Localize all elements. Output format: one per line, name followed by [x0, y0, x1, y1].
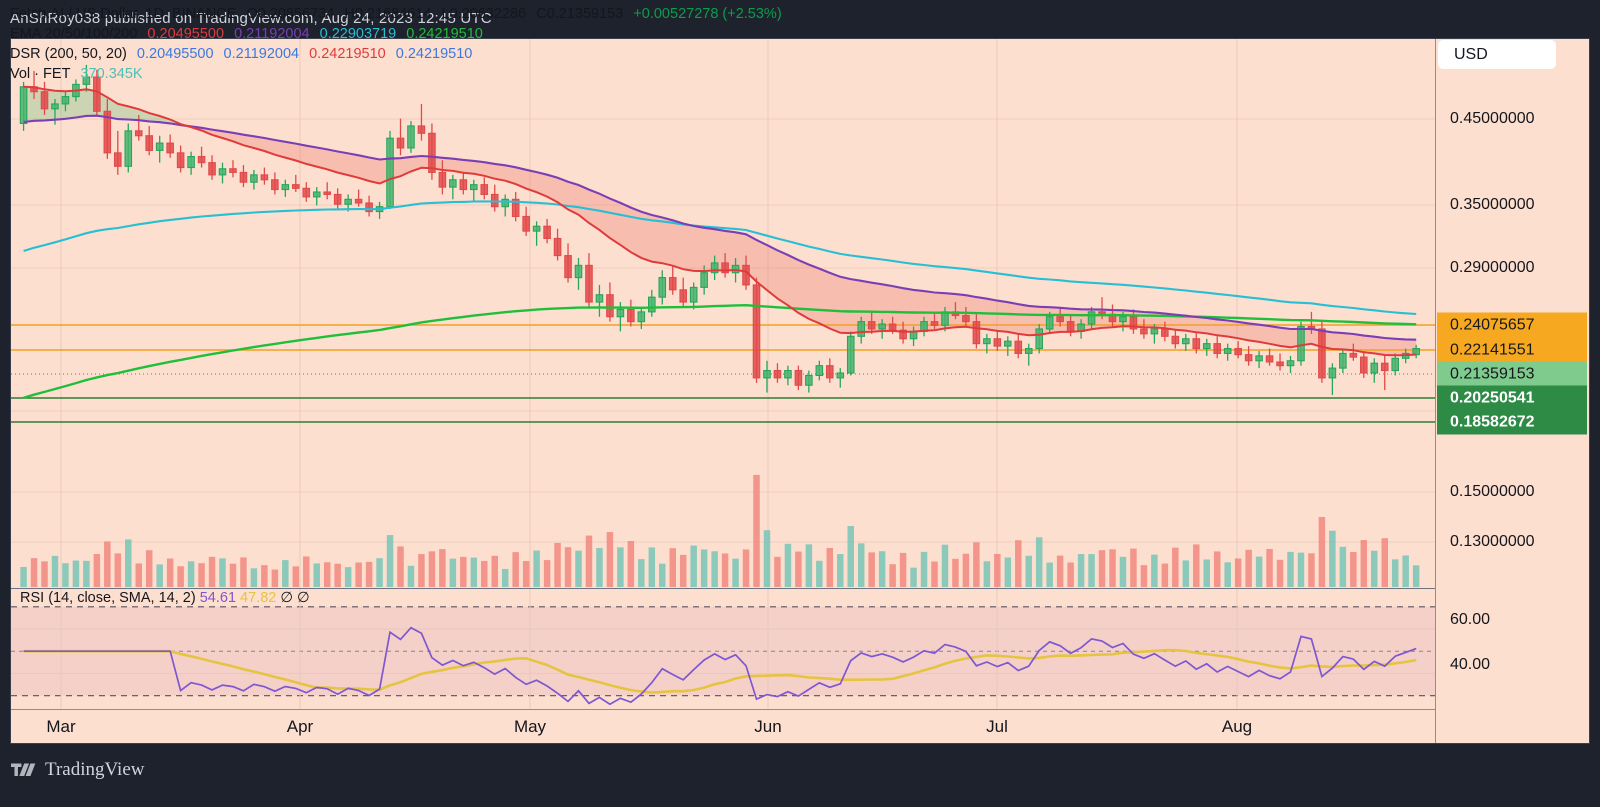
price-axis-tick: 0.45000000 — [1450, 110, 1535, 127]
pane-separator — [11, 588, 1435, 589]
dsr-value-4: 0.24219510 — [395, 46, 473, 62]
rsi-pane[interactable] — [11, 589, 1435, 709]
time-axis-label: Aug — [1221, 717, 1253, 736]
tradingview-logo[interactable]: TradingView — [11, 759, 145, 781]
ohlc-open: O0.20856734 — [246, 6, 335, 22]
volume-value: 370.345K — [80, 66, 143, 82]
volume-legend[interactable]: Vol · FET 370.345K — [10, 66, 149, 82]
tradingview-brand-label: TradingView — [45, 759, 145, 780]
symbol-legend[interactable]: Fetch.AI / US Dollar, 1D, BINANCE O0.208… — [10, 6, 788, 22]
ohlc-high: H0.21684614 — [344, 6, 432, 22]
time-axis-label: Jul — [986, 717, 1008, 736]
ema50-value: 0.21192004 — [234, 26, 310, 42]
ema-legend[interactable]: EMA 20/50/100/200 0.20495500 0.21192004 … — [10, 26, 489, 42]
rsi-legend[interactable]: RSI (14, close, SMA, 14, 2) 54.61 47.82 … — [20, 590, 310, 606]
rsi-axis-tick: 40.00 — [1450, 656, 1491, 673]
time-axis-label: Apr — [286, 717, 314, 736]
price-pane[interactable] — [11, 39, 1435, 588]
currency-unit-button[interactable]: USD — [1438, 40, 1556, 69]
publisher-bar: AnShRoy038 published on TradingView.com,… — [0, 0, 1600, 38]
price-badge[interactable]: 0.24075657 — [1437, 312, 1587, 338]
time-axis-label: Jun — [754, 717, 782, 736]
price-badge[interactable]: 0.21359153 — [1437, 361, 1587, 387]
ema-legend-title: EMA 20/50/100/200 — [10, 26, 138, 42]
symbol-title: Fetch.AI / US Dollar, 1D, BINANCE — [10, 6, 237, 22]
dsr-value-2: 0.21192004 — [223, 46, 300, 62]
rsi-axis-tick: 60.00 — [1450, 611, 1491, 628]
price-axis[interactable]: 0.450000000.350000000.290000000.19000000… — [1435, 39, 1589, 743]
chart-frame: Mar Apr May Jun Jul Aug 0.45000000 0.35000000 0… — [10, 38, 1590, 744]
price-axis-tick: 0.13000000 — [1450, 533, 1535, 550]
ohlc-low: L0.20632286 — [441, 6, 527, 22]
price-axis-tick: 0.15000000 — [1450, 483, 1535, 500]
ohlc-close: C0.21359153 — [536, 6, 624, 22]
ema100-value: 0.22903719 — [319, 26, 397, 42]
ema20-value: 0.20495500 — [147, 26, 225, 42]
dsr-legend[interactable]: DSR (200, 50, 20) 0.20495500 0.21192004 … — [10, 46, 478, 62]
rsi-value: 54.61 — [199, 590, 237, 606]
price-badge[interactable]: 0.20250541 — [1437, 385, 1587, 411]
price-axis-tick: 0.35000000 — [1450, 196, 1535, 213]
rsi-sma-value: 47.82 — [240, 590, 277, 606]
dsr-value-1: 0.20495500 — [136, 46, 214, 62]
ema200-value: 0.24219510 — [406, 26, 483, 42]
rsi-legend-title: RSI (14, close, SMA, 14, 2) — [20, 590, 196, 606]
ohlc-change: +0.00527278 (+2.53%) — [633, 6, 782, 22]
price-badge[interactable]: 0.22141551 — [1437, 337, 1587, 363]
time-axis-label: Mar — [46, 717, 76, 736]
rsi-band-upper: ∅ — [280, 590, 294, 606]
dsr-value-3: 0.24219510 — [309, 46, 386, 62]
rsi-band-lower: ∅ — [297, 590, 310, 606]
time-axis-label: May — [513, 717, 547, 736]
dsr-legend-title: DSR (200, 50, 20) — [10, 46, 127, 62]
tradingview-logo-icon — [11, 762, 36, 779]
time-axis-separator — [11, 709, 1589, 710]
volume-legend-title: Vol · FET — [10, 66, 71, 82]
rsi-chart-canvas — [11, 589, 1435, 709]
price-axis-tick: 0.29000000 — [1450, 259, 1535, 276]
price-chart-canvas — [11, 39, 1435, 588]
footer-bar: TradingView — [0, 744, 1600, 807]
price-badge[interactable]: 0.18582672 — [1437, 409, 1587, 435]
time-axis[interactable]: Mar Apr May Jun Jul Aug — [11, 710, 1435, 743]
